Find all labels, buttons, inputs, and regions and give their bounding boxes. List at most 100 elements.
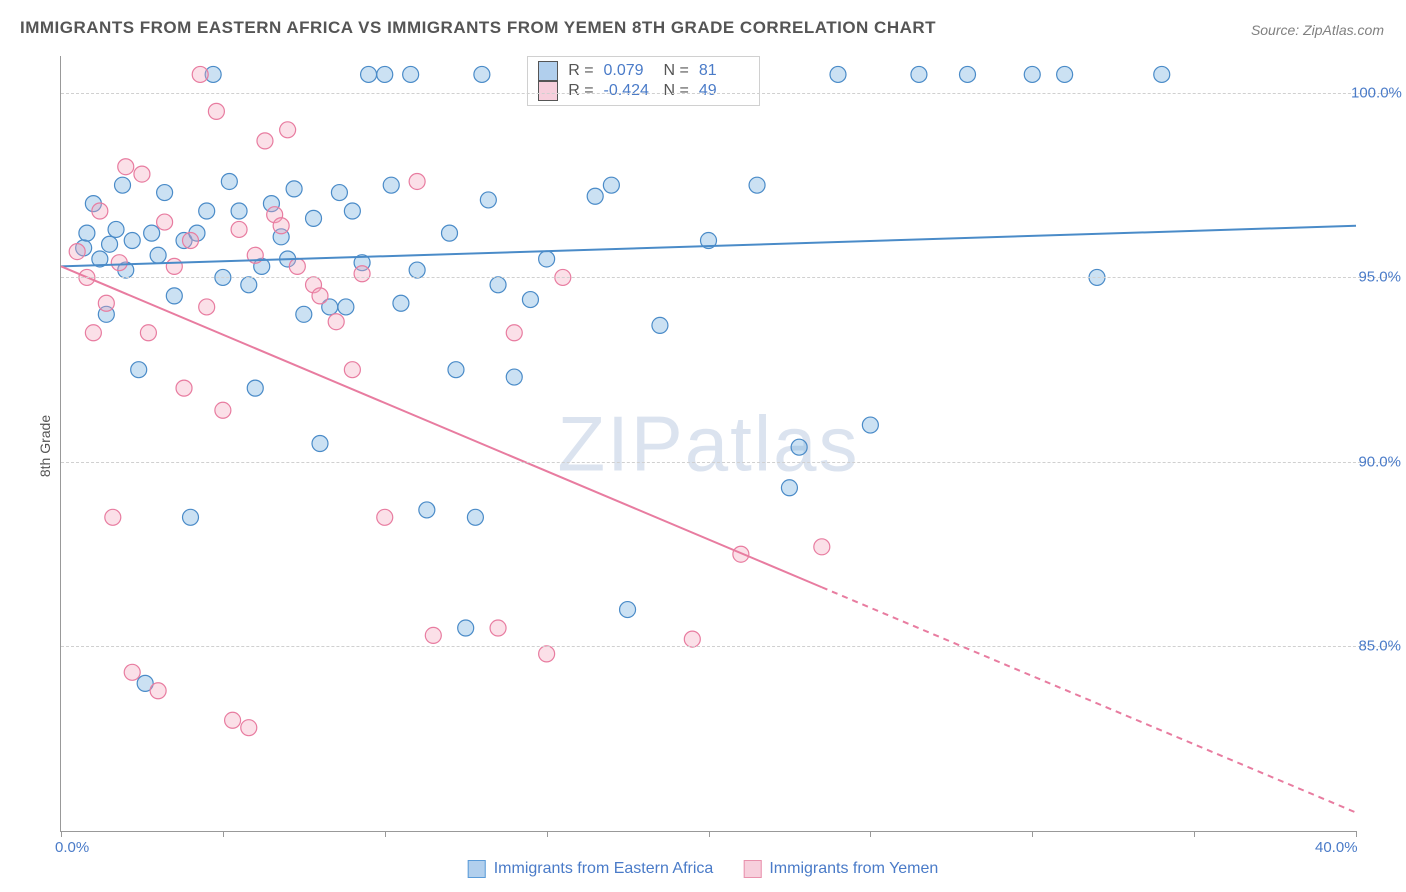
scatter-point xyxy=(134,166,150,182)
scatter-point xyxy=(733,546,749,562)
scatter-point xyxy=(118,159,134,175)
scatter-point xyxy=(69,244,85,260)
scatter-point xyxy=(115,177,131,193)
legend-swatch-pink xyxy=(538,81,558,101)
gridline xyxy=(61,277,1396,278)
scatter-point xyxy=(306,210,322,226)
scatter-point xyxy=(208,103,224,119)
ytick-label: 85.0% xyxy=(1351,638,1401,655)
scatter-point xyxy=(603,177,619,193)
scatter-point xyxy=(383,177,399,193)
source-label: Source: ZipAtlas.com xyxy=(1251,22,1384,38)
scatter-point xyxy=(522,292,538,308)
scatter-point xyxy=(166,288,182,304)
scatter-point xyxy=(257,133,273,149)
scatter-point xyxy=(419,502,435,518)
scatter-point xyxy=(92,203,108,219)
scatter-point xyxy=(620,602,636,618)
scatter-point xyxy=(176,380,192,396)
xtick xyxy=(1356,831,1357,837)
scatter-point xyxy=(539,646,555,662)
scatter-point xyxy=(79,225,95,241)
scatter-point xyxy=(403,66,419,82)
r-value-2: -0.424 xyxy=(604,82,654,100)
scatter-point xyxy=(448,362,464,378)
legend-bottom: Immigrants from Eastern Africa Immigrant… xyxy=(468,860,939,878)
scatter-point xyxy=(377,66,393,82)
n-value-1: 81 xyxy=(699,62,749,80)
n-label: N = xyxy=(664,82,689,100)
scatter-point xyxy=(354,266,370,282)
scatter-point xyxy=(225,712,241,728)
scatter-point xyxy=(506,325,522,341)
scatter-point xyxy=(749,177,765,193)
scatter-point xyxy=(108,221,124,237)
trend-line-dashed xyxy=(822,587,1356,812)
scatter-point xyxy=(338,299,354,315)
legend-swatch-blue xyxy=(468,860,486,878)
xtick xyxy=(870,831,871,837)
scatter-point xyxy=(111,255,127,271)
scatter-point xyxy=(183,509,199,525)
scatter-point xyxy=(102,236,118,252)
scatter-point xyxy=(1057,66,1073,82)
xtick-label: 40.0% xyxy=(1315,839,1358,856)
scatter-point xyxy=(150,247,166,263)
n-label: N = xyxy=(664,62,689,80)
xtick xyxy=(61,831,62,837)
scatter-point xyxy=(652,317,668,333)
stats-row-series-2: R = -0.424 N = 49 xyxy=(538,81,749,101)
xtick xyxy=(1032,831,1033,837)
scatter-point xyxy=(830,66,846,82)
scatter-point xyxy=(199,299,215,315)
chart-container: IMMIGRANTS FROM EASTERN AFRICA VS IMMIGR… xyxy=(0,0,1406,892)
scatter-point xyxy=(192,66,208,82)
scatter-point xyxy=(328,314,344,330)
xtick xyxy=(547,831,548,837)
scatter-point xyxy=(286,181,302,197)
scatter-point xyxy=(814,539,830,555)
scatter-point xyxy=(442,225,458,241)
scatter-point xyxy=(247,380,263,396)
scatter-point xyxy=(183,233,199,249)
scatter-point xyxy=(85,325,101,341)
scatter-point xyxy=(124,233,140,249)
r-value-1: 0.079 xyxy=(604,62,654,80)
scatter-point xyxy=(215,402,231,418)
scatter-point xyxy=(474,66,490,82)
gridline xyxy=(61,462,1396,463)
scatter-point xyxy=(539,251,555,267)
scatter-point xyxy=(296,306,312,322)
scatter-point xyxy=(289,258,305,274)
legend-item-1: Immigrants from Eastern Africa xyxy=(468,860,714,878)
scatter-point xyxy=(199,203,215,219)
trend-line xyxy=(61,266,822,587)
scatter-point xyxy=(587,188,603,204)
scatter-point xyxy=(312,288,328,304)
scatter-point xyxy=(157,185,173,201)
scatter-point xyxy=(409,262,425,278)
scatter-point xyxy=(144,225,160,241)
xtick-label: 0.0% xyxy=(55,839,89,856)
legend-swatch-blue xyxy=(538,61,558,81)
scatter-point xyxy=(312,436,328,452)
scatter-point xyxy=(331,185,347,201)
scatter-point xyxy=(221,173,237,189)
scatter-point xyxy=(131,362,147,378)
scatter-point xyxy=(862,417,878,433)
scatter-point xyxy=(409,173,425,189)
scatter-point xyxy=(150,683,166,699)
scatter-point xyxy=(280,122,296,138)
r-label: R = xyxy=(568,62,593,80)
scatter-point xyxy=(140,325,156,341)
xtick xyxy=(223,831,224,837)
trend-line xyxy=(61,226,1356,267)
scatter-point xyxy=(425,627,441,643)
ytick-label: 95.0% xyxy=(1351,269,1401,286)
scatter-point xyxy=(98,295,114,311)
ytick-label: 100.0% xyxy=(1351,84,1401,101)
chart-title: IMMIGRANTS FROM EASTERN AFRICA VS IMMIGR… xyxy=(20,18,936,38)
scatter-point xyxy=(344,203,360,219)
ytick-label: 90.0% xyxy=(1351,453,1401,470)
scatter-point xyxy=(467,509,483,525)
